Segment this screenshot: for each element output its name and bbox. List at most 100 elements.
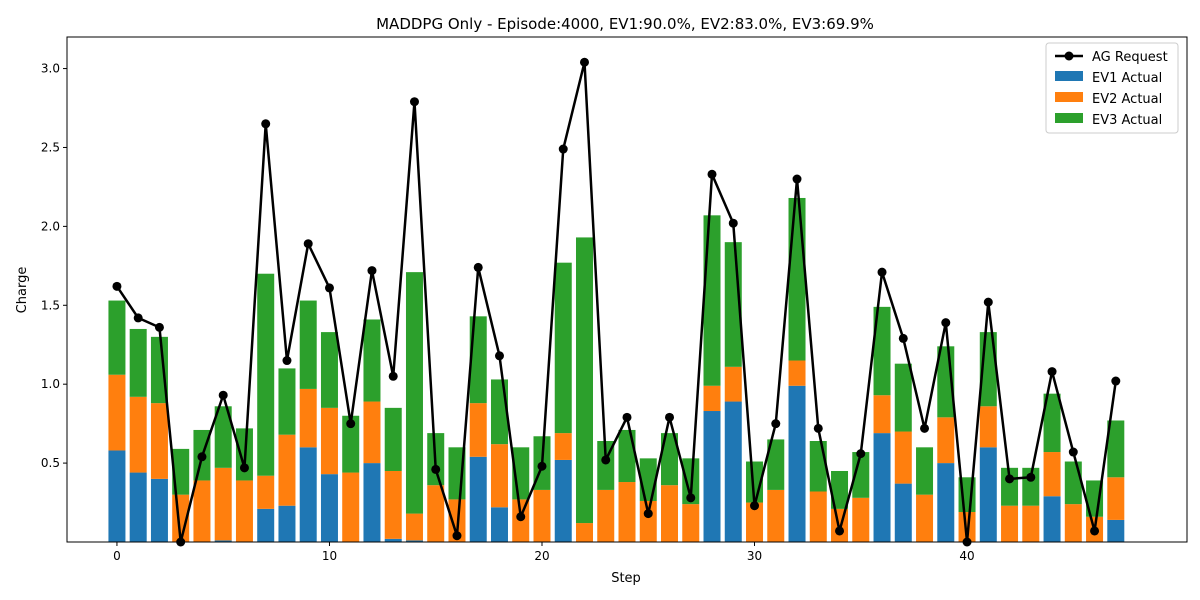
bar-ev2-step-30 bbox=[746, 502, 764, 542]
bar-ev3-step-18 bbox=[490, 379, 508, 445]
bar-ev3-step-13 bbox=[384, 407, 402, 471]
request-marker-step-7 bbox=[261, 119, 271, 129]
x-axis: 0 10 20 30 40 bbox=[113, 542, 975, 563]
x-tick-label-30: 30 bbox=[747, 549, 762, 563]
x-axis-label: Step bbox=[611, 571, 641, 586]
legend-request-marker bbox=[1064, 51, 1074, 61]
bar-ev3-step-7 bbox=[257, 273, 275, 476]
bar-ev1-step-7 bbox=[257, 508, 275, 542]
bar-ev2-step-32 bbox=[788, 360, 806, 386]
request-marker-step-36 bbox=[877, 267, 887, 277]
x-tick-label-20: 20 bbox=[534, 549, 549, 563]
bar-ev2-step-27 bbox=[682, 504, 700, 542]
request-marker-step-38 bbox=[920, 423, 930, 433]
bar-ev2-step-8 bbox=[278, 434, 296, 506]
x-tick-label-10: 10 bbox=[322, 549, 337, 563]
request-marker-step-4 bbox=[197, 452, 207, 462]
y-tick-label-3: 2.0 bbox=[41, 219, 60, 233]
y-axis: 0.5 1.0 1.5 2.0 2.5 3.0 bbox=[41, 36, 1188, 543]
legend-ev2-label: EV2 Actual bbox=[1092, 92, 1162, 107]
chart-title: MADDPG Only - Episode:4000, EV1:90.0%, E… bbox=[376, 15, 874, 33]
y-tick-label-4: 2.5 bbox=[41, 140, 60, 154]
bar-ev2-step-25 bbox=[639, 500, 657, 542]
bar-ev1-step-12 bbox=[363, 463, 381, 542]
request-marker-step-21 bbox=[558, 144, 568, 154]
bar-ev2-step-44 bbox=[1043, 452, 1061, 497]
bar-ev3-step-11 bbox=[342, 415, 360, 473]
bar-ev3-step-10 bbox=[320, 332, 338, 408]
bar-ev2-step-26 bbox=[661, 485, 679, 542]
bar-ev2-step-23 bbox=[597, 489, 615, 542]
request-marker-step-32 bbox=[792, 174, 802, 184]
request-marker-step-41 bbox=[983, 297, 993, 307]
bar-ev1-step-39 bbox=[937, 463, 955, 542]
request-marker-step-25 bbox=[643, 509, 653, 519]
bar-ev3-step-5 bbox=[214, 406, 232, 468]
bar-ev3-step-47 bbox=[1107, 420, 1125, 478]
bar-ev2-step-7 bbox=[257, 475, 275, 509]
request-marker-step-12 bbox=[367, 266, 377, 276]
bar-ev2-step-6 bbox=[235, 480, 253, 542]
bar-ev1-step-10 bbox=[320, 474, 338, 542]
request-marker-step-2 bbox=[154, 322, 164, 332]
bar-ev3-step-8 bbox=[278, 368, 296, 435]
legend-frame bbox=[1045, 42, 1179, 134]
bar-ev3-step-25 bbox=[639, 458, 657, 501]
bar-ev3-step-38 bbox=[916, 447, 934, 495]
bar-ev3-step-3 bbox=[172, 448, 190, 495]
bar-ev2-step-42 bbox=[1001, 505, 1019, 542]
bar-ev2-step-14 bbox=[405, 513, 423, 541]
legend-ev1-swatch bbox=[1055, 71, 1083, 81]
legend-ev3-swatch bbox=[1055, 113, 1083, 123]
request-marker-step-31 bbox=[771, 419, 781, 429]
bar-ev2-step-29 bbox=[724, 366, 742, 402]
request-marker-step-37 bbox=[898, 333, 908, 343]
bar-ev1-step-44 bbox=[1043, 496, 1061, 542]
bar-ev2-step-31 bbox=[767, 489, 785, 542]
bar-ev3-step-22 bbox=[575, 237, 593, 524]
request-marker-step-23 bbox=[601, 455, 611, 465]
request-marker-step-5 bbox=[218, 390, 228, 400]
bar-ev2-step-9 bbox=[299, 388, 317, 448]
bar-ev3-step-9 bbox=[299, 300, 317, 389]
bar-ev2-step-18 bbox=[490, 444, 508, 508]
bar-ev3-step-35 bbox=[852, 452, 870, 498]
bar-ev3-step-26 bbox=[661, 433, 679, 486]
request-marker-step-17 bbox=[473, 262, 483, 272]
request-marker-step-13 bbox=[388, 371, 398, 381]
request-marker-step-30 bbox=[750, 501, 760, 511]
bar-ev2-step-1 bbox=[129, 396, 147, 473]
request-marker-step-42 bbox=[1005, 474, 1015, 484]
y-tick-label-2: 1.5 bbox=[41, 298, 60, 312]
x-tick-label-0: 0 bbox=[113, 549, 121, 563]
request-marker-step-16 bbox=[452, 531, 462, 541]
bar-ev2-step-5 bbox=[214, 467, 232, 541]
bar-ev3-step-36 bbox=[873, 306, 891, 396]
bar-ev2-step-24 bbox=[618, 482, 636, 542]
bar-ev2-step-15 bbox=[427, 485, 445, 542]
request-marker-step-20 bbox=[537, 461, 547, 471]
bar-ev3-step-14 bbox=[405, 272, 423, 514]
legend-ev2-swatch bbox=[1055, 92, 1083, 102]
request-marker-step-8 bbox=[282, 356, 292, 366]
request-marker-step-14 bbox=[409, 97, 419, 107]
bar-ev2-step-2 bbox=[150, 403, 168, 479]
request-marker-step-27 bbox=[686, 493, 696, 503]
bar-ev2-step-17 bbox=[469, 403, 487, 457]
request-marker-step-34 bbox=[835, 526, 845, 536]
request-marker-step-9 bbox=[303, 239, 313, 249]
bar-ev2-step-12 bbox=[363, 401, 381, 464]
bar-ev2-step-22 bbox=[575, 523, 593, 542]
y-tick-label-0: 0.5 bbox=[41, 456, 60, 470]
bar-ev1-step-8 bbox=[278, 505, 296, 542]
bar-ev2-step-10 bbox=[320, 407, 338, 475]
bar-ev3-step-12 bbox=[363, 319, 381, 402]
bar-ev2-step-28 bbox=[703, 385, 721, 412]
bar-ev2-step-33 bbox=[809, 491, 827, 542]
y-axis-label: Charge bbox=[15, 267, 30, 314]
bar-ev2-step-13 bbox=[384, 470, 402, 539]
request-marker-step-22 bbox=[579, 57, 589, 67]
request-marker-step-24 bbox=[622, 412, 632, 422]
request-marker-step-28 bbox=[707, 169, 717, 179]
bar-ev2-step-0 bbox=[108, 374, 126, 451]
